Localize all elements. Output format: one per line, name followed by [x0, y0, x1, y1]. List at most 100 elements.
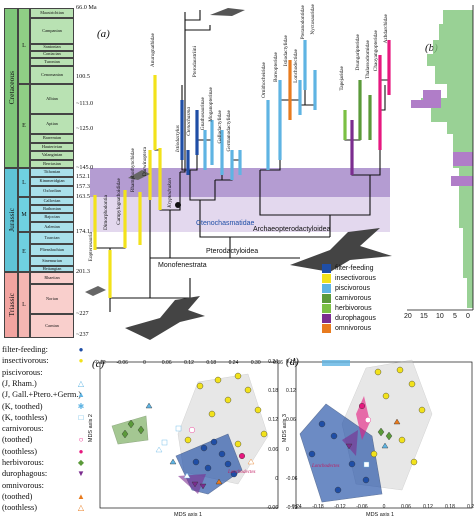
axis-tick-label: 0.12 [286, 388, 296, 395]
age-label: 100.5 [76, 73, 90, 80]
epoch-late-jurassic: L [18, 168, 30, 197]
axis-tick-label: -0.06 [356, 504, 368, 510]
axis-tick-label: 0.18 [268, 388, 278, 395]
taxon-label: Darwinoptera [142, 147, 148, 177]
axis-tick-label: -0.18 [312, 504, 324, 510]
axis-tick-label: -0.24 [290, 504, 302, 510]
legend-item: piscivorous [322, 284, 370, 293]
d-yticks: 0.18 0.12 0.06 0 -0.06 -0.12 [286, 359, 297, 511]
epoch-late-cretaceous: L [18, 8, 30, 84]
hist-bar [421, 98, 473, 108]
axis-tick-label: 0.12 [184, 360, 194, 366]
panel-d-letter: (d) [286, 356, 299, 368]
taxon-label: Istiodactylidae [283, 35, 289, 67]
hist-tick: 0 [466, 313, 470, 320]
legend-item: filter-feeding [322, 264, 374, 273]
morphospace-legend-label: (K, toothless) [2, 412, 48, 422]
stage: Campanian [30, 18, 74, 44]
taxon-label: Dimorphodontia [103, 195, 109, 231]
hist-bar-purple [423, 90, 441, 100]
legend-swatch [322, 294, 331, 303]
legend-label: carnivorous [335, 295, 372, 302]
axis-tick-label: 0 [143, 360, 146, 366]
hist-bar [427, 54, 473, 66]
taxon-label: Gnathosaurinae [200, 97, 206, 131]
morphospace-plot-d [295, 359, 473, 509]
axis-tick-label: -0.12 [334, 504, 346, 510]
c-xlabel: MDS axis 1 [174, 512, 203, 518]
legend-swatch [322, 304, 331, 313]
morphospace-legend-label: (toothed) [2, 435, 33, 445]
legend-swatch [322, 314, 331, 323]
taxon-label: Kryptodrakon [167, 178, 173, 208]
panel-a: Cretaceous Jurassic Triassic L E L M E L… [4, 4, 392, 340]
axis-tick-label: 0.24 [467, 504, 474, 510]
phylogeny-tree [85, 8, 392, 340]
axis-tick-label: 0.24 [268, 359, 278, 365]
legend-swatch [322, 274, 331, 283]
hist-bar [463, 228, 473, 278]
morphospace-legend-item: (toothless) [2, 504, 37, 512]
legend-item: insectivorous [322, 274, 376, 283]
morphospace-legend-item: (J, Gall.+Ptero.+Germ.) [2, 391, 81, 399]
stage: Oxfordian [30, 186, 74, 197]
clade-label: Pterodactyloidea [206, 248, 259, 255]
axis-tick-label: 0 [286, 446, 289, 453]
period-triassic: Triassic [4, 272, 18, 338]
axis-tick-label: 0.06 [268, 446, 278, 453]
age-label: 163.5 [76, 193, 90, 200]
panel-b: (b) 20 15 10 5 0 [403, 0, 474, 330]
hist-bar [447, 122, 473, 134]
panel-c: (c) Lonchodectes MDS a [88, 344, 283, 520]
morphospace-legend-item: durophagous: [2, 470, 47, 478]
taxon-label: Anurognathidae [150, 33, 156, 68]
scatter-points [308, 366, 426, 494]
morphospace-legend-item: (toothed) [2, 436, 32, 444]
taxon-label: Pterodaustriini [192, 46, 198, 78]
age-label: ~125.0 [76, 125, 94, 132]
period-cretaceous: Cretaceous [4, 8, 18, 168]
taxon-label: Azhdarchidae [383, 14, 389, 44]
hist-bar [443, 10, 473, 24]
taxon-label: Gallodactylidae [217, 110, 223, 144]
c-yticks: 0.24 0.18 0.12 0.06 0 -0.06 [267, 359, 280, 511]
taxon-label: Eopterosauria [88, 232, 94, 262]
hist-tick: 15 [420, 313, 428, 320]
taxon-label: Istiodactylus [175, 125, 181, 153]
triangle-down-marker-icon: ▼ [77, 469, 85, 479]
morphospace-legend-label: (J, Gall.+Ptero.+Germ.) [2, 390, 82, 400]
diamond-marker-icon: ◆ [77, 458, 85, 467]
period-jurassic: Jurassic [4, 168, 18, 272]
morphospace-legend-label: durophagous: [2, 469, 48, 479]
morphospace-legend-label: piscivorous: [2, 367, 43, 377]
hist-bar [447, 84, 473, 98]
annotation-lonchodectes: Lonchodectes [228, 470, 256, 475]
stage: Carnian [30, 314, 74, 338]
stage: Tithonian [30, 168, 74, 177]
taxon-label: Pteranodontidae [300, 5, 306, 40]
histogram-chart [407, 5, 474, 311]
legend-label: omnivorous [335, 325, 372, 332]
hist-tick: 5 [453, 313, 457, 320]
clade-label: Ctenochasmatidae [196, 220, 255, 227]
stage: Norian [30, 284, 74, 314]
hist-bar [467, 278, 473, 308]
stage: Valanginian [30, 151, 74, 160]
age-label: ~237 [76, 331, 89, 338]
square-open-marker-icon: □ [78, 412, 84, 422]
stage: Berriasian [30, 160, 74, 168]
age-label: 201.3 [76, 268, 90, 275]
stage: Coniacian [30, 51, 74, 58]
triangle-filled-marker-icon: ▲ [77, 491, 85, 501]
taxon-label: Thalassodromidae [365, 40, 371, 79]
morphospace-legend-item: insectivorous: [2, 357, 49, 365]
morphospace-legend-item: (K, toothed) [2, 401, 43, 411]
axis-tick-label: 0.12 [423, 504, 433, 510]
taxon-label: Campylognathoididae [116, 178, 122, 225]
axis-tick-label: 0.24 [228, 360, 239, 366]
panel-a-letter: (a) [97, 28, 110, 40]
morphospace-legend-item: (toothed) [2, 492, 32, 501]
morphospace-legend-label: (K, toothed) [2, 401, 43, 411]
axis-tick-label: 0 [382, 504, 386, 510]
taxon-label: Chaoyangopteridae [373, 30, 379, 72]
